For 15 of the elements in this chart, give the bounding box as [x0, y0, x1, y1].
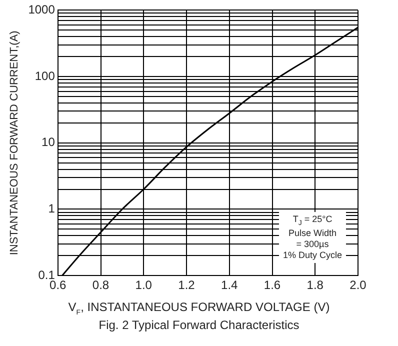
x-tick-label: 1.4	[221, 278, 238, 292]
y-tick-label: 10	[42, 135, 56, 150]
x-tick-label: 1.6	[264, 278, 281, 292]
x-tick-label: 0.8	[92, 278, 110, 292]
y-tick-label: 1	[48, 202, 56, 216]
y-axis-title: INSTANTANEOUS FORWARD CURRENT,(A)	[8, 30, 21, 256]
annotation: T$_{J}$ = 25°C Pulse Width = 300µs 1% Duty Cycle	[279, 212, 346, 264]
x-tick-label: 1.0	[135, 278, 152, 292]
x-tick-label: 2.0	[350, 278, 367, 292]
y-tick-label: 100	[34, 68, 56, 83]
x-tick-label: 1.2	[178, 278, 196, 292]
text: Fig. 2 Typical Forward Characteristics	[98, 318, 300, 332]
x-tick-label: 1.8	[306, 278, 324, 292]
y-tick-label: 1000	[28, 2, 56, 17]
x-axis-title: V$_{F}$, INSTANTANEOUS FORWARD VOLTAGE (V)	[67, 300, 331, 316]
